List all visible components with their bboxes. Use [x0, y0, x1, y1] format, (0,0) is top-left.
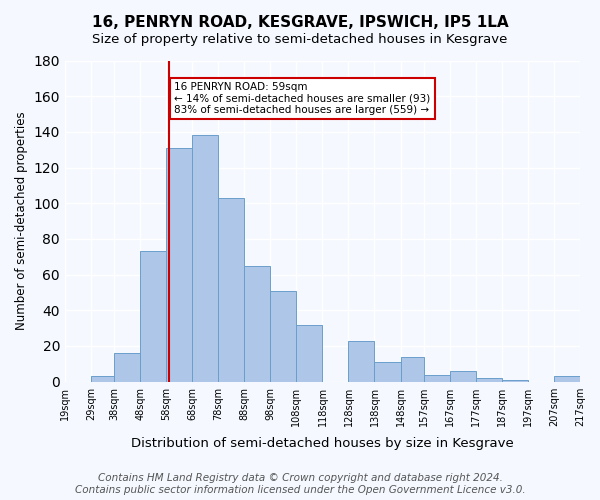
Bar	[166, 148, 193, 382]
Bar	[450, 371, 476, 382]
Text: Size of property relative to semi-detached houses in Kesgrave: Size of property relative to semi-detach…	[92, 32, 508, 46]
Text: 16 PENRYN ROAD: 59sqm
← 14% of semi-detached houses are smaller (93)
83% of semi: 16 PENRYN ROAD: 59sqm ← 14% of semi-deta…	[174, 82, 430, 115]
Bar	[218, 198, 244, 382]
Bar	[244, 266, 271, 382]
X-axis label: Distribution of semi-detached houses by size in Kesgrave: Distribution of semi-detached houses by …	[131, 437, 514, 450]
Bar	[91, 376, 115, 382]
Text: 16, PENRYN ROAD, KESGRAVE, IPSWICH, IP5 1LA: 16, PENRYN ROAD, KESGRAVE, IPSWICH, IP5 …	[92, 15, 508, 30]
Bar	[140, 252, 166, 382]
Y-axis label: Number of semi-detached properties: Number of semi-detached properties	[15, 112, 28, 330]
Bar	[502, 380, 528, 382]
Bar	[115, 353, 140, 382]
Bar	[193, 136, 218, 382]
Bar	[374, 362, 401, 382]
Bar	[424, 374, 450, 382]
Bar	[349, 340, 374, 382]
Bar	[476, 378, 502, 382]
Bar	[554, 376, 580, 382]
Text: Contains HM Land Registry data © Crown copyright and database right 2024.
Contai: Contains HM Land Registry data © Crown c…	[74, 474, 526, 495]
Bar	[271, 290, 296, 382]
Bar	[296, 324, 322, 382]
Bar	[401, 356, 424, 382]
